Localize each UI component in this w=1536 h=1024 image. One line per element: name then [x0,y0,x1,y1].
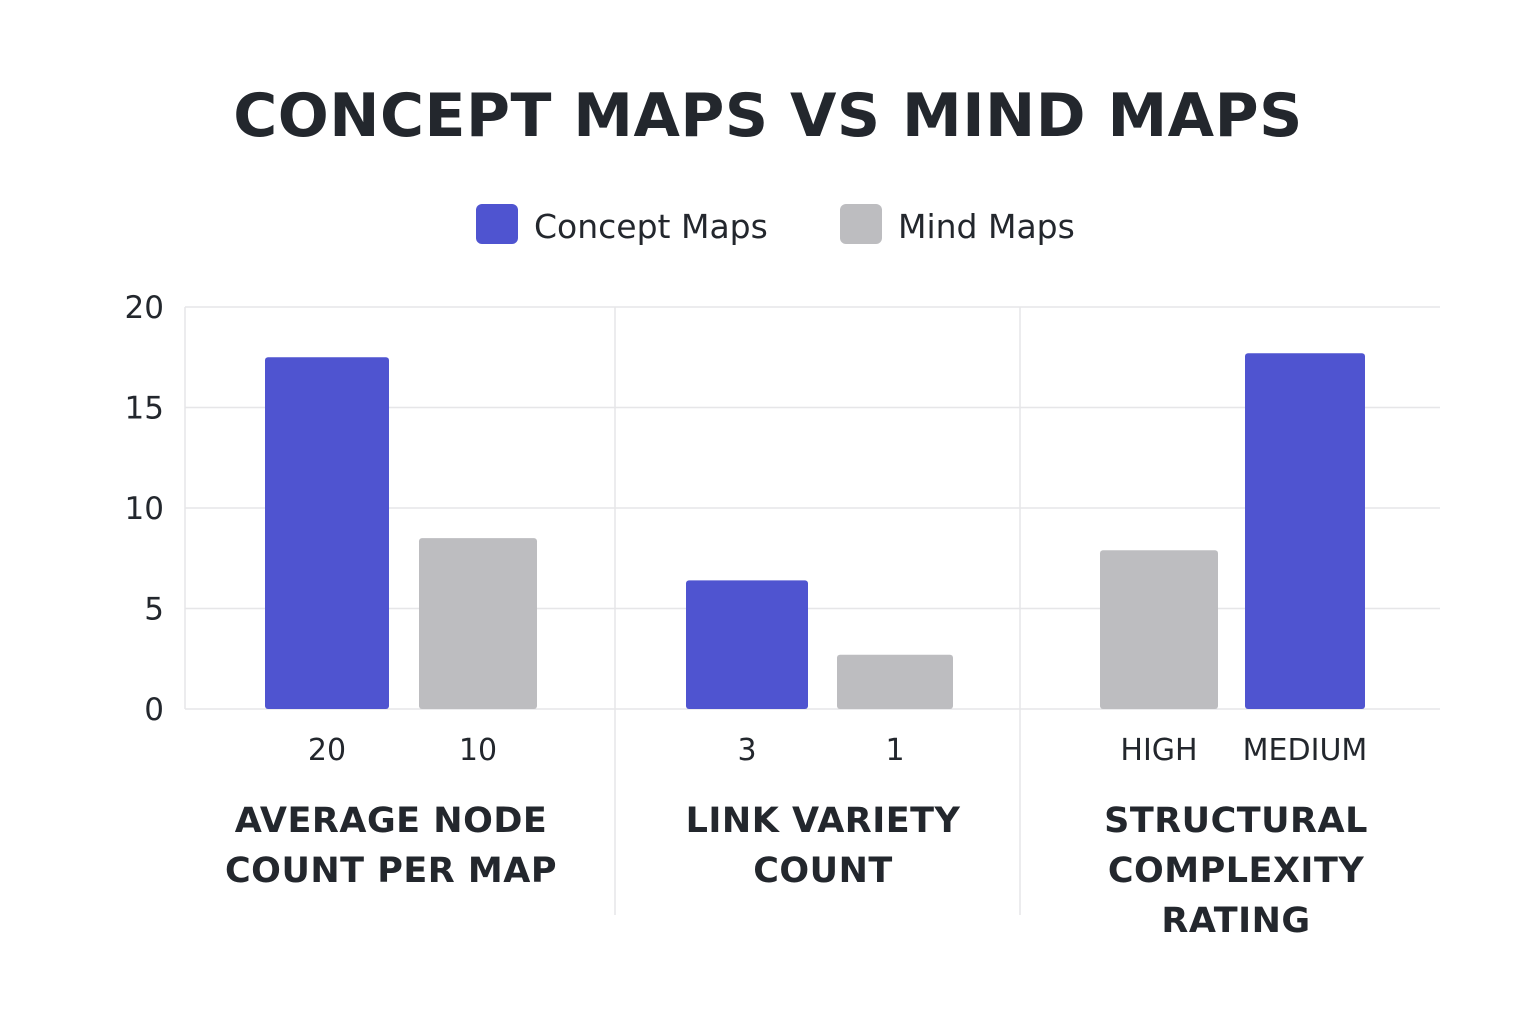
category-label: COUNT [753,851,893,891]
category-label: LINK VARIETY [686,801,961,841]
bar-value-label: 3 [737,733,756,768]
y-axis: 0 5 10 15 20 [125,290,164,728]
bar-value-label: 1 [885,733,904,768]
legend-label-concept-maps: Concept Maps [534,207,768,246]
legend-swatch-concept-maps [476,204,518,244]
category-labels: 20 10 AVERAGE NODE COUNT PER MAP 3 1 LINK VARI… [225,733,1368,941]
chart-title: CONCEPT MAPS VS MIND MAPS [233,81,1303,151]
bar-mind-maps [1100,550,1218,709]
y-tick-label: 15 [125,391,164,427]
y-tick-label: 0 [144,692,164,728]
category-label: COMPLEXITY [1108,851,1365,891]
bars [265,353,1365,709]
gridlines [184,306,1440,915]
y-tick-label: 10 [125,491,164,527]
category-label: STRUCTURAL [1104,801,1368,841]
bar-value-label: 20 [308,733,346,768]
bar-mind-maps [419,538,537,709]
legend-label-mind-maps: Mind Maps [898,207,1075,246]
category-label: AVERAGE NODE [235,801,548,841]
bar-value-label: 10 [459,733,497,768]
y-tick-label: 20 [125,290,164,326]
bar-value-label: HIGH [1120,733,1197,768]
legend-swatch-mind-maps [840,204,882,244]
bar-value-label: MEDIUM [1243,733,1368,768]
category-label: RATING [1161,901,1310,941]
category-label: COUNT PER MAP [225,851,557,891]
bar-mind-maps [837,654,953,709]
legend: Concept Maps Mind Maps [476,204,1075,246]
bar-concept-maps [265,357,389,709]
y-tick-label: 5 [144,592,164,628]
bar-concept-maps [1245,353,1365,709]
bar-concept-maps [686,580,808,709]
